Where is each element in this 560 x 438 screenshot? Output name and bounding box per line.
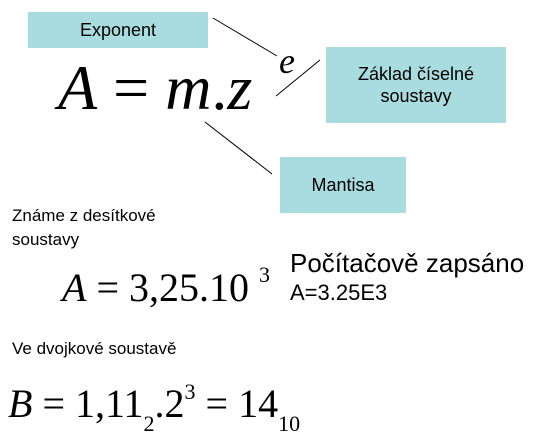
formula-e: e <box>279 41 295 81</box>
formula-exponent-e: e <box>279 40 295 82</box>
binary-exp: 3 <box>184 379 196 404</box>
base-label-line2: soustavy <box>380 86 452 106</box>
exponent-connector <box>212 17 278 57</box>
binary-formula: B = 1,112.23 = 1410 <box>8 379 301 436</box>
decimal-caption: Známe z desítkové soustavy <box>12 204 156 252</box>
decimal-formula: A = 3,25.10 <box>62 264 249 312</box>
decimal-exponent: 3 <box>259 262 270 288</box>
binary-b: B <box>8 381 33 426</box>
binary-equals2: = <box>205 381 229 426</box>
main-formula: A = m.z <box>58 48 252 128</box>
formula-m: m <box>165 52 212 123</box>
decimal-exp: 3 <box>259 262 270 287</box>
decimal-value: 3,25.10 <box>129 265 249 310</box>
exponent-label: Exponent <box>79 19 157 40</box>
binary-result: 14 <box>238 381 279 426</box>
base-label-line1: Základ číselné <box>357 63 475 84</box>
binary-caption-text: Ve dvojkové soustavě <box>12 339 177 358</box>
formula-a: A <box>58 52 98 123</box>
binary-equals: = <box>42 381 65 426</box>
mantissa-label: Mantisa <box>311 174 375 195</box>
base-connector <box>275 59 321 97</box>
binary-result-base: 10 <box>278 411 301 436</box>
mantissa-connector <box>204 121 273 175</box>
computer-label: Počítačově zapsáno <box>290 248 525 278</box>
decimal-equals: = <box>96 265 119 310</box>
binary-dot-two: .2 <box>154 381 185 426</box>
formula-z: z <box>227 52 253 123</box>
binary-caption: Ve dvojkové soustavě <box>12 337 176 361</box>
exponent-label-box: Exponent <box>28 12 208 48</box>
computer-notation: Počítačově zapsáno A=3.25E3 <box>290 248 524 308</box>
base-label-box: Základ číselné soustavy <box>326 47 506 123</box>
computer-value: A=3.25E3 <box>290 280 388 305</box>
formula-equals: = <box>113 52 150 123</box>
decimal-caption-line2: soustavy <box>12 230 80 249</box>
mantissa-label-box: Mantisa <box>280 157 406 213</box>
binary-mantissa: 1,11 <box>75 381 144 426</box>
decimal-a: A <box>62 265 87 310</box>
formula-dot: . <box>211 52 228 123</box>
decimal-caption-line1: Známe z desítkové <box>12 206 156 225</box>
binary-mantissa-base: 2 <box>143 411 155 436</box>
